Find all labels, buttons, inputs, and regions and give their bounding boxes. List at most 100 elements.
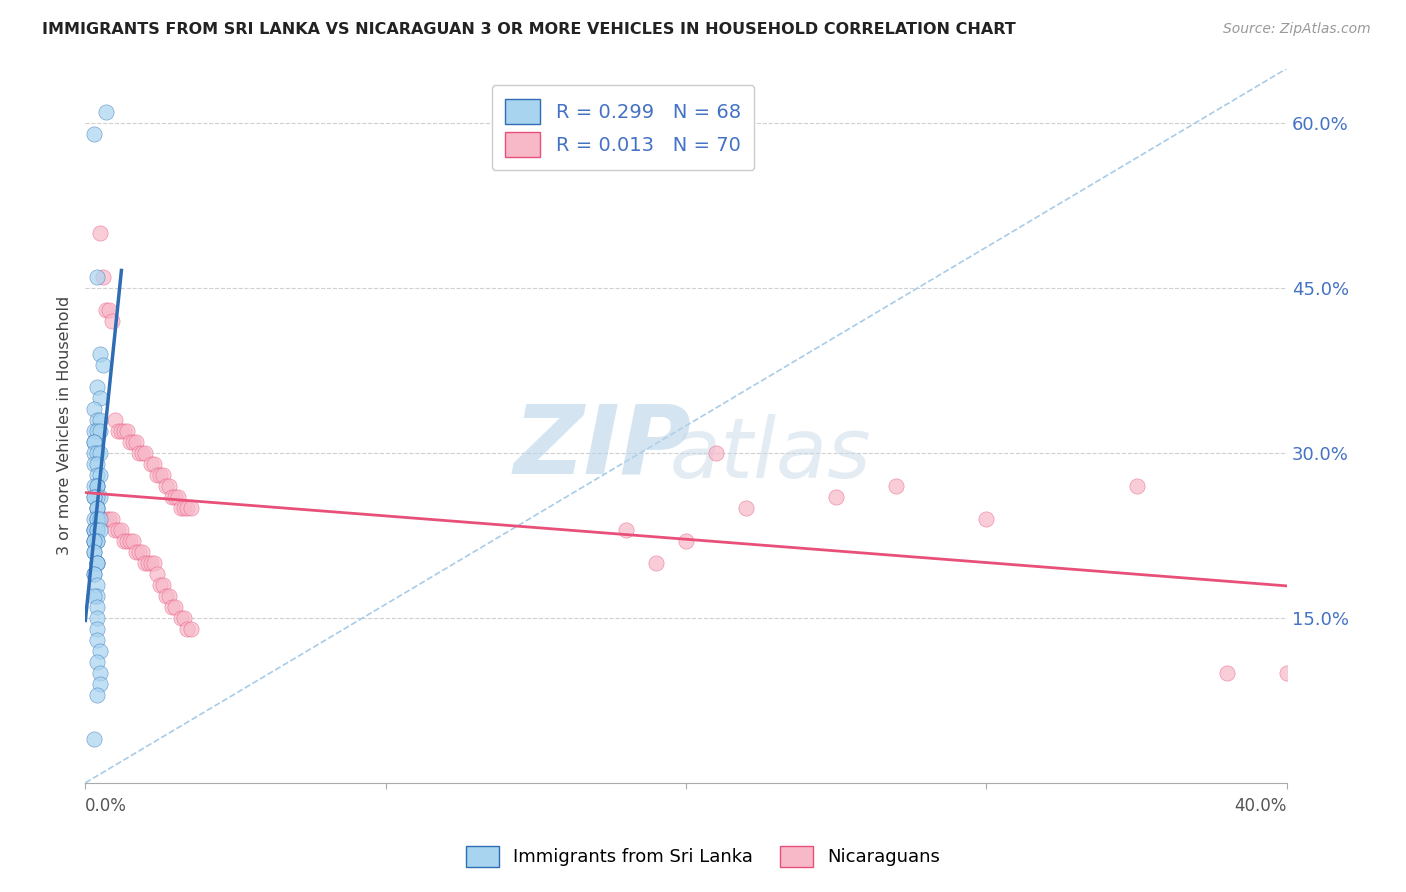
Point [86, 556, 108, 570]
Point [83, 545, 105, 559]
Point [89, 468, 111, 483]
Point [86, 655, 108, 669]
Point [886, 479, 908, 493]
Point [89, 523, 111, 537]
Point [825, 490, 848, 504]
Point [735, 501, 758, 516]
Point [96, 105, 118, 120]
Point [155, 479, 177, 493]
Point [704, 446, 727, 460]
Text: IMMIGRANTS FROM SRI LANKA VS NICARAGUAN 3 OR MORE VEHICLES IN HOUSEHOLD CORRELAT: IMMIGRANTS FROM SRI LANKA VS NICARAGUAN … [42, 22, 1017, 37]
Point [86, 501, 108, 516]
Text: ZIP: ZIP [513, 401, 690, 493]
Point [159, 589, 181, 603]
Point [141, 457, 163, 471]
Point [86, 523, 108, 537]
Point [83, 402, 105, 417]
Point [141, 556, 163, 570]
Point [179, 622, 201, 636]
Point [1216, 665, 1239, 680]
Point [83, 523, 105, 537]
Point [89, 677, 111, 691]
Point [93, 358, 115, 372]
Point [89, 490, 111, 504]
Point [83, 567, 105, 582]
Point [131, 545, 153, 559]
Point [86, 501, 108, 516]
Point [89, 347, 111, 361]
Point [96, 512, 118, 526]
Point [131, 446, 153, 460]
Text: 0.0%: 0.0% [86, 797, 128, 815]
Point [83, 490, 105, 504]
Point [165, 490, 187, 504]
Point [86, 589, 108, 603]
Point [110, 424, 132, 438]
Point [83, 567, 105, 582]
Point [89, 644, 111, 658]
Point [83, 589, 105, 603]
Point [86, 457, 108, 471]
Point [107, 523, 129, 537]
Point [976, 512, 998, 526]
Point [112, 534, 135, 549]
Point [614, 523, 637, 537]
Point [83, 490, 105, 504]
Point [149, 468, 172, 483]
Point [165, 599, 187, 614]
Point [86, 578, 108, 592]
Point [170, 611, 193, 625]
Point [86, 479, 108, 493]
Point [173, 501, 195, 516]
Point [86, 380, 108, 394]
Point [120, 534, 142, 549]
Point [86, 523, 108, 537]
Point [125, 435, 148, 450]
Point [89, 413, 111, 427]
Point [93, 270, 115, 285]
Point [104, 413, 127, 427]
Point [86, 479, 108, 493]
Point [134, 446, 156, 460]
Point [86, 479, 108, 493]
Point [112, 424, 135, 438]
Point [128, 446, 150, 460]
Point [173, 611, 195, 625]
Point [86, 512, 108, 526]
Point [1275, 665, 1298, 680]
Point [155, 589, 177, 603]
Point [93, 512, 115, 526]
Point [138, 556, 160, 570]
Point [89, 665, 111, 680]
Point [117, 424, 139, 438]
Point [86, 501, 108, 516]
Point [83, 435, 105, 450]
Point [152, 578, 174, 592]
Point [110, 523, 132, 537]
Point [125, 545, 148, 559]
Point [101, 314, 124, 328]
Point [1125, 479, 1147, 493]
Point [98, 303, 121, 318]
Text: atlas: atlas [669, 414, 872, 495]
Point [143, 556, 166, 570]
Point [152, 468, 174, 483]
Point [83, 424, 105, 438]
Point [146, 567, 169, 582]
Point [120, 435, 142, 450]
Point [96, 303, 118, 318]
Point [89, 227, 111, 241]
Point [86, 468, 108, 483]
Point [86, 490, 108, 504]
Point [86, 512, 108, 526]
Point [162, 490, 184, 504]
Point [83, 545, 105, 559]
Point [86, 424, 108, 438]
Point [122, 534, 145, 549]
Point [86, 534, 108, 549]
Point [86, 534, 108, 549]
Point [89, 424, 111, 438]
Point [86, 556, 108, 570]
Point [645, 556, 668, 570]
Y-axis label: 3 or more Vehicles in Household: 3 or more Vehicles in Household [58, 296, 72, 556]
